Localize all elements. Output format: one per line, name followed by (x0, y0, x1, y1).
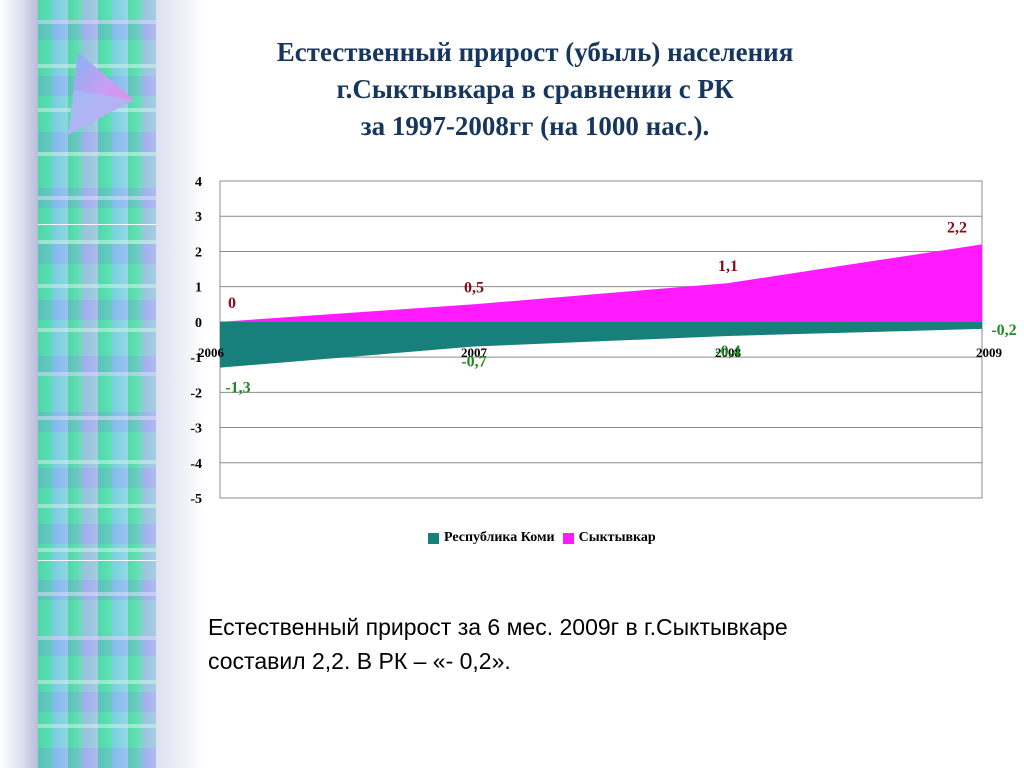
series-area-1 (220, 244, 982, 322)
x-tick-label: 2008 (715, 345, 742, 360)
y-tick-label: 3 (195, 210, 202, 225)
y-tick-label: -1 (190, 351, 202, 366)
legend-label-syktyvkar: Сыктывкар (578, 530, 656, 545)
summary-note: Естественный прирост за 6 мес. 2009г в г… (208, 610, 998, 678)
y-tick-label: -4 (190, 457, 202, 472)
y-tick-label: -2 (190, 386, 202, 401)
chart-legend: Республика Коми Сыктывкар (428, 530, 656, 546)
slide-title: Естественный прирост (убыль) населения г… (215, 34, 855, 145)
decorative-divider (38, 560, 156, 561)
y-tick-label: 4 (195, 175, 202, 190)
title-line-2: г.Сыктывкара в сравнении с РК (336, 74, 734, 104)
data-label: 0 (228, 295, 236, 312)
note-line-1: Естественный прирост за 6 мес. 2009г в г… (208, 614, 788, 640)
decorative-divider (38, 224, 156, 225)
y-tick-label: 0 (195, 316, 202, 331)
legend-label-komi: Республика Коми (444, 530, 555, 545)
x-tick-label: 2007 (461, 345, 488, 360)
data-label: -0,2 (991, 322, 1016, 339)
note-line-2: составил 2,2. В РК – «- 0,2». (208, 648, 511, 674)
legend-item-komi: Республика Коми (428, 530, 555, 546)
data-label: -1,3 (225, 380, 250, 397)
area-chart: 4 3 2 1 0 -1 -2 -3 -4 -5 2006 2007 2008 2009 -1,3 -0,7 -… (190, 175, 1016, 507)
y-tick-label: 2 (195, 245, 202, 260)
title-line-3: за 1997-2008гг (на 1000 нас.). (360, 111, 710, 141)
legend-swatch-syktyvkar (562, 532, 574, 544)
x-tick-label: 2009 (976, 345, 1003, 360)
title-line-1: Естественный прирост (убыль) населения (276, 37, 794, 67)
decorative-pattern-strip (38, 0, 156, 768)
y-tick-label: 1 (195, 281, 202, 296)
data-label: -0,7 (461, 354, 486, 371)
data-label: 1,1 (718, 258, 738, 275)
play-triangle-icon (68, 52, 134, 135)
legend-item-syktyvkar: Сыктывкар (562, 530, 656, 546)
x-tick-label: 2006 (198, 345, 225, 360)
data-label: -0,4 (715, 343, 740, 360)
data-label: 0,5 (464, 279, 484, 296)
legend-swatch-komi (428, 532, 439, 544)
y-tick-label: -3 (190, 422, 202, 437)
y-tick-label: -5 (190, 492, 202, 507)
series-area-0 (220, 321, 982, 368)
data-label: 2,2 (947, 219, 967, 236)
